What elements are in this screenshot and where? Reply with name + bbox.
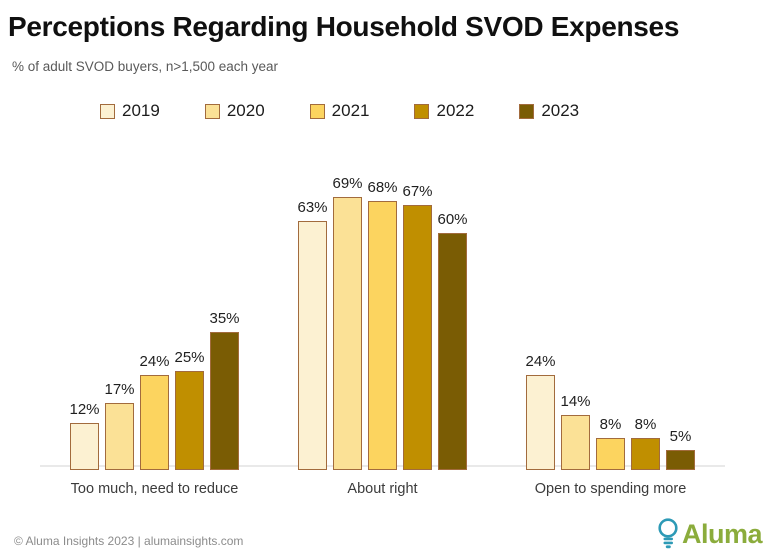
legend-label: 2019 [122,101,160,120]
bar-rect [175,371,204,470]
bar-value-label: 8% [634,416,657,434]
legend-item-2020: 2020 [204,101,265,121]
category-label: Open to spending more [534,481,687,497]
bar-rect [438,233,467,470]
chart-subtitle: % of adult SVOD buyers, n>1,500 each yea… [12,59,279,74]
bar-rect [403,205,432,470]
legend-label: 2023 [541,101,580,120]
bar-2023-2: 60% [437,211,468,470]
aluma-logo: Aluma [657,517,763,556]
bar-value-label: 69% [332,175,363,193]
bar-group-2: 63% 69% 68% 67% 60% [297,175,468,470]
bar-value-label: 25% [174,349,205,367]
legend-label: 2021 [331,101,370,120]
legend-item-2021: 2021 [309,101,370,121]
bar-2023-3: 5% [666,428,695,470]
bar-2021-3: 8% [596,416,625,470]
bar-rect [333,197,362,470]
bar-2022-1: 25% [174,349,205,470]
legend-label: 2022 [436,101,475,120]
bar-rect [105,403,134,470]
bar-rect [561,415,590,470]
bar-value-label: 63% [297,199,328,217]
legend-swatch-icon [519,103,535,119]
legend-swatch-icon [204,103,220,119]
legend-item-2023: 2023 [519,101,579,121]
bar-rect [666,450,695,470]
bar-2023-1: 35% [209,310,240,470]
bar-value-label: 8% [599,416,622,434]
bar-rect [210,332,239,470]
bar-rect [631,438,660,470]
bar-value-label: 67% [402,183,433,201]
legend-swatch-icon [100,103,115,119]
bar-value-label: 17% [104,380,135,398]
chart-title: Perceptions Regarding Household SVOD Exp… [8,11,680,42]
bar-2019-2: 63% [297,199,328,470]
bar-2022-3: 8% [631,416,660,470]
bar-rect [368,201,397,470]
legend-item-2022: 2022 [414,101,474,121]
bar-2020-1: 17% [104,381,135,470]
lightbulb-icon [657,517,681,556]
category-label: About right [347,481,418,497]
bar-2019-1: 12% [69,401,100,470]
bar-2021-1: 24% [139,353,170,470]
bar-value-label: 5% [669,428,692,446]
footer-copyright: © Aluma Insights 2023 | alumainsights.co… [14,534,244,548]
bar-value-label: 60% [437,211,468,228]
legend: 2019 2020 2021 2022 2023 [100,101,579,121]
bar-rect [526,375,555,470]
legend-label: 2020 [226,101,265,120]
logo-text: Aluma [681,519,763,549]
bar-value-label: 12% [69,400,100,418]
bar-value-label: 35% [209,309,240,327]
legend-swatch-icon [309,103,325,119]
legend-item-2019: 2019 [100,101,160,121]
bar-value-label: 68% [367,179,398,197]
bar-rect [140,375,169,470]
bar-2019-3: 24% [525,353,556,470]
bar-2021-2: 68% [367,179,398,470]
bar-value-label: 24% [525,353,556,371]
bar-2022-2: 67% [402,183,433,470]
bar-value-label: 24% [139,353,170,371]
bar-2020-2: 69% [332,175,363,470]
bar-rect [70,423,99,470]
bar-value-label: 14% [560,392,591,410]
plot-area: 12% 17% 24% 25% 35% 63% 69% 68% 67% 60% 24% 14% 8% 8%… [0,126,768,470]
bar-group-3: 24% 14% 8% 8% 5% [525,353,695,470]
bar-rect [298,221,327,470]
bar-rect [596,438,625,470]
bar-group-1: 12% 17% 24% 25% 35% [69,310,240,470]
bar-2020-3: 14% [560,393,591,470]
category-label: Too much, need to reduce [70,481,239,497]
legend-swatch-icon [414,103,430,119]
